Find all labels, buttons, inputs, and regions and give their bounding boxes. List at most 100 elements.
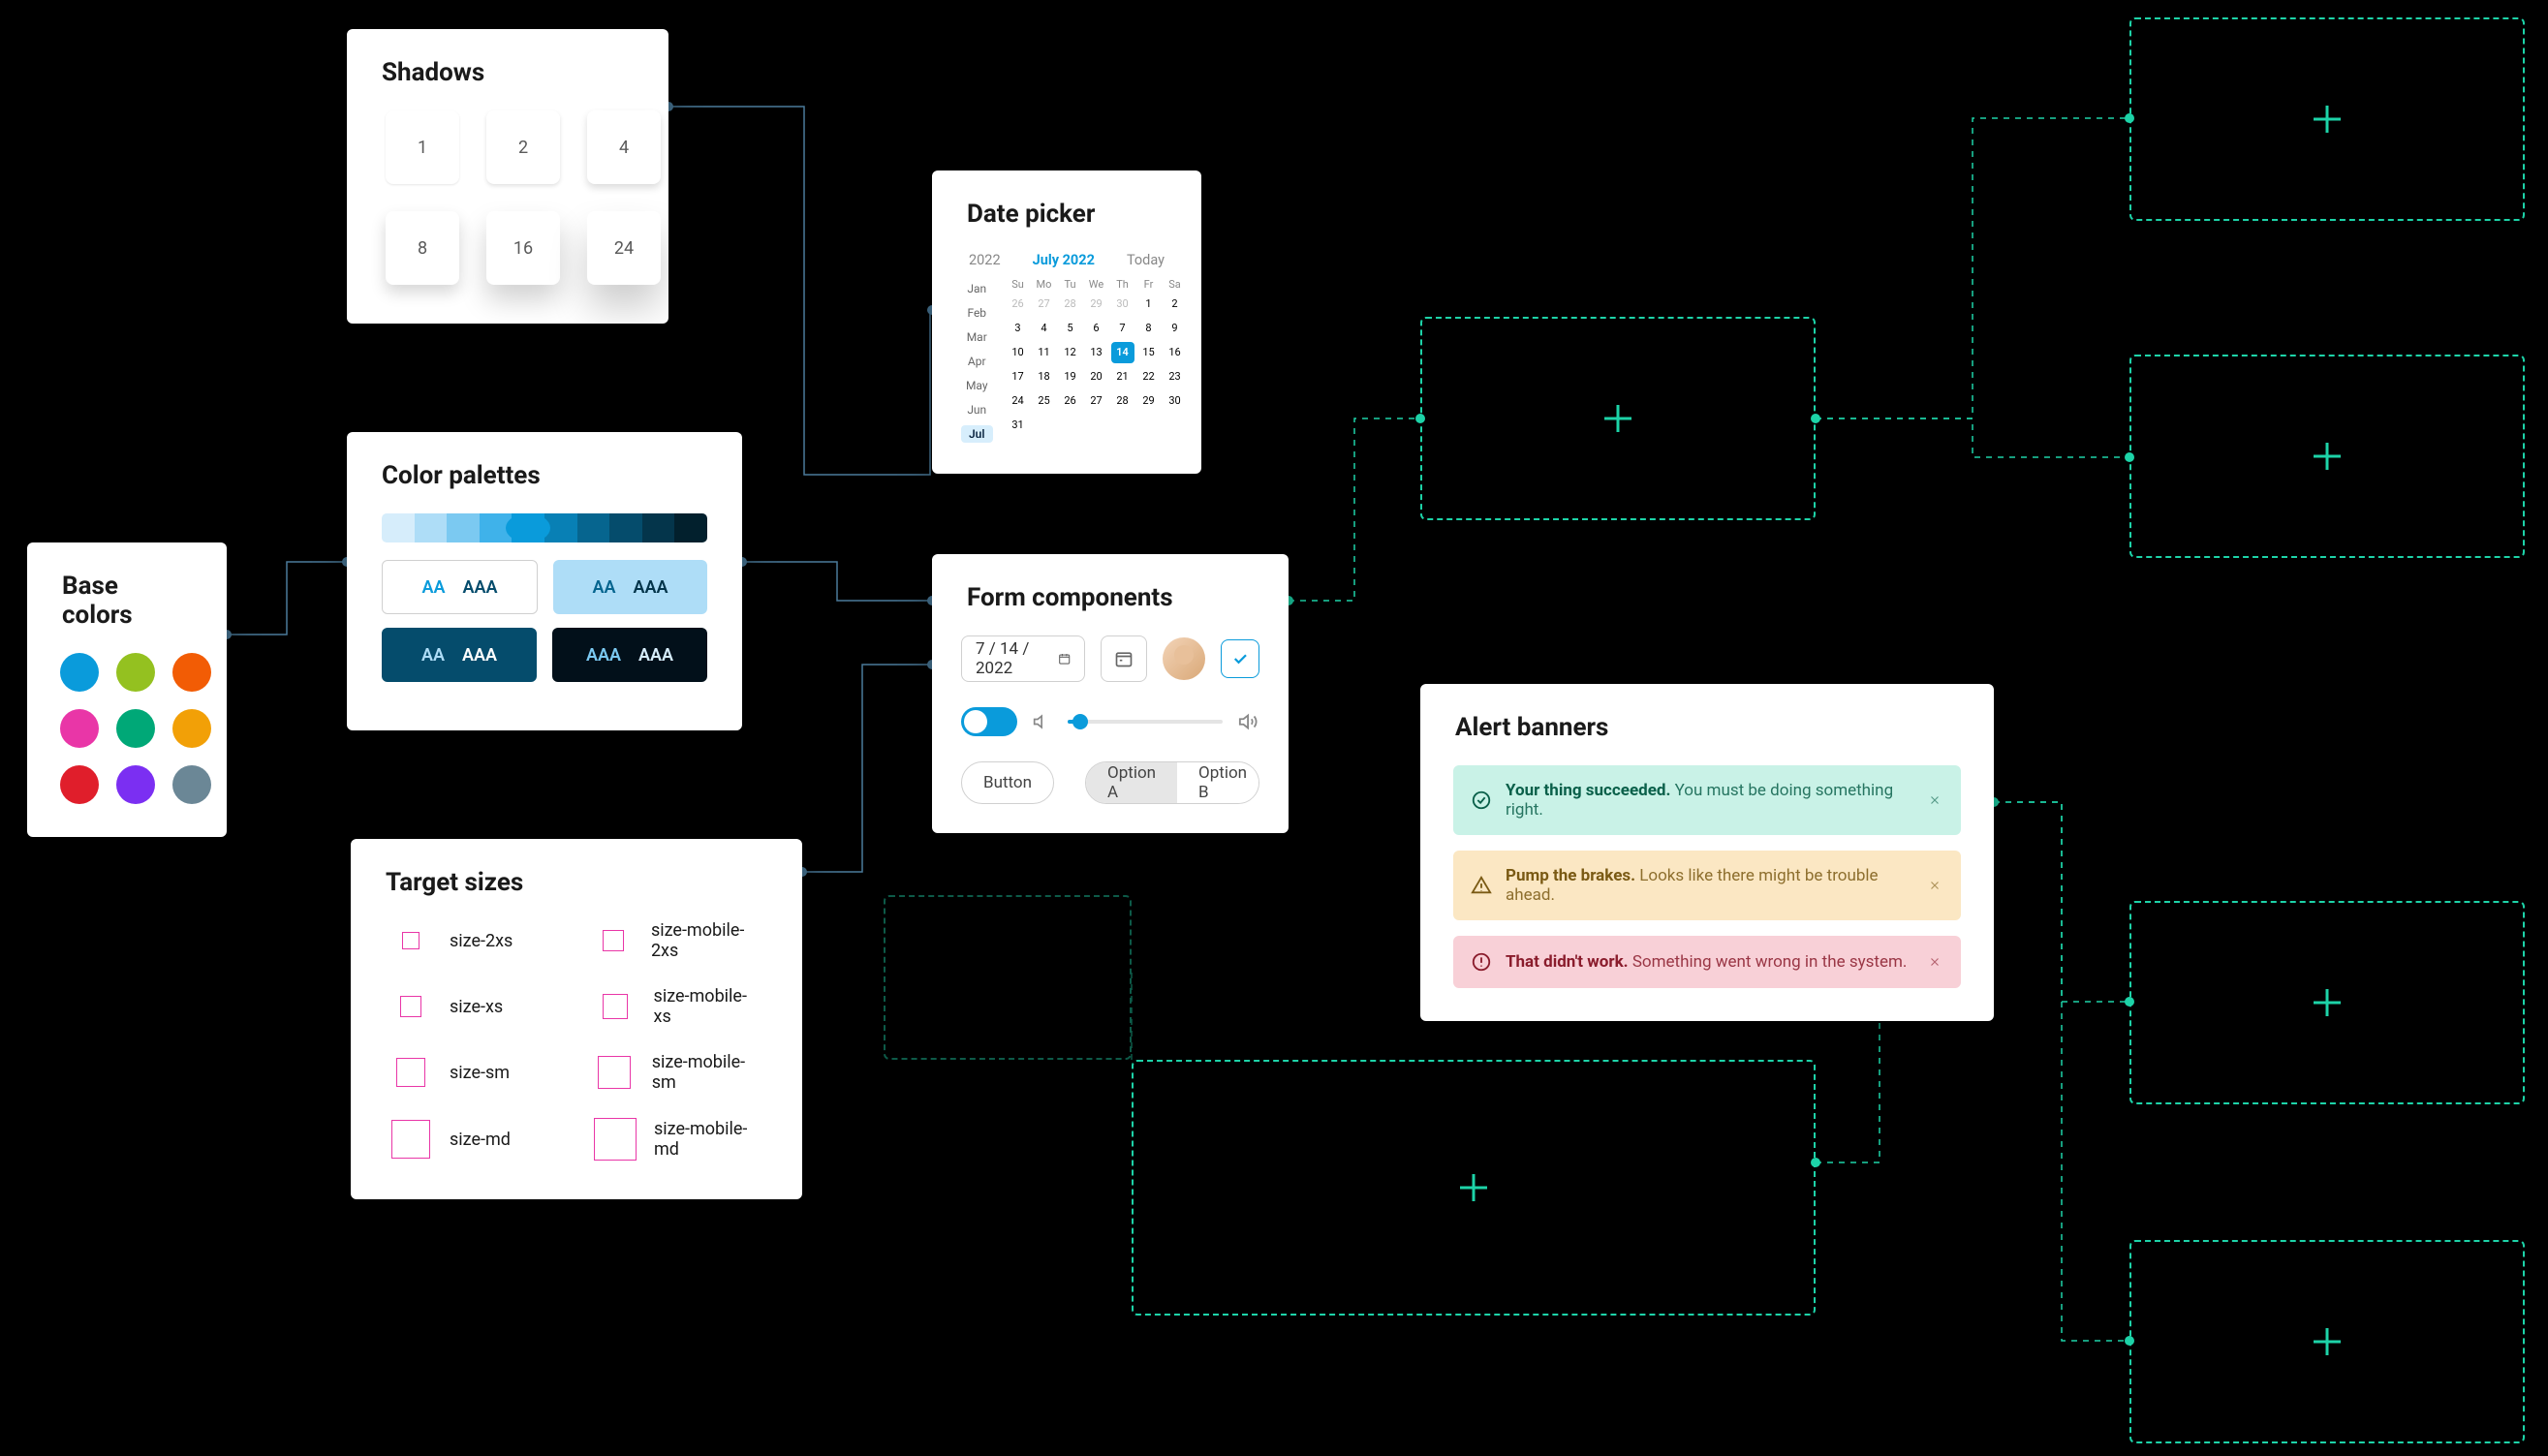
base-color-swatch[interactable] bbox=[116, 709, 155, 748]
contrast-pill: AAAAA bbox=[382, 560, 538, 614]
target-sizes-title: Target sizes bbox=[351, 839, 802, 920]
dp-day-cell[interactable]: 31 bbox=[1007, 415, 1030, 436]
base-color-swatch[interactable] bbox=[172, 765, 211, 804]
date-input[interactable]: 7 / 14 / 2022 bbox=[961, 635, 1085, 682]
dp-day-cell[interactable]: 30 bbox=[1111, 294, 1134, 315]
checkbox-checked[interactable] bbox=[1221, 639, 1259, 678]
base-color-swatch[interactable] bbox=[60, 653, 99, 692]
dp-day-cell[interactable]: 3 bbox=[1007, 318, 1030, 339]
fc-row-3: Button Option A Option B bbox=[961, 761, 1259, 804]
alert-close-button[interactable] bbox=[1926, 791, 1943, 809]
dp-side-month[interactable]: Apr bbox=[961, 355, 993, 368]
check-circle-icon bbox=[1471, 790, 1492, 811]
dp-day-cell[interactable]: 12 bbox=[1059, 342, 1082, 363]
dp-dow-cell: Th bbox=[1111, 278, 1134, 291]
shadows-card: Shadows 12481624 bbox=[347, 29, 668, 324]
dp-day-cell[interactable]: 26 bbox=[1059, 390, 1082, 412]
close-icon bbox=[1928, 793, 1942, 807]
toggle-switch[interactable] bbox=[961, 707, 1017, 736]
dp-day-cell[interactable]: 27 bbox=[1085, 390, 1108, 412]
volume-slider[interactable] bbox=[1068, 720, 1223, 724]
dp-day-cell[interactable]: 9 bbox=[1164, 318, 1187, 339]
dp-day-cell[interactable]: 25 bbox=[1033, 390, 1056, 412]
dp-day-cell[interactable]: 23 bbox=[1164, 366, 1187, 387]
dp-day-cell[interactable]: 24 bbox=[1007, 390, 1030, 412]
dp-day-cell[interactable]: 27 bbox=[1033, 294, 1056, 315]
ramp-step bbox=[447, 513, 480, 542]
segment-option-b[interactable]: Option B bbox=[1177, 762, 1259, 803]
dp-side-month[interactable]: Jan bbox=[961, 282, 993, 295]
dp-day-cell[interactable]: 28 bbox=[1059, 294, 1082, 315]
date-range-button[interactable] bbox=[1101, 635, 1147, 682]
base-color-swatch[interactable] bbox=[60, 709, 99, 748]
dp-side-month[interactable]: Jul bbox=[961, 425, 993, 443]
base-color-swatch[interactable] bbox=[116, 653, 155, 692]
dp-day-cell[interactable]: 29 bbox=[1085, 294, 1108, 315]
base-color-swatch[interactable] bbox=[172, 653, 211, 692]
avatar[interactable] bbox=[1163, 637, 1205, 680]
dp-day-cell[interactable]: 17 bbox=[1007, 366, 1030, 387]
alert-message: That didn't work. Something went wrong i… bbox=[1506, 952, 1912, 972]
base-colors-title: Base colors bbox=[27, 542, 227, 653]
dp-day-cell[interactable]: 10 bbox=[1007, 342, 1030, 363]
dp-year[interactable]: 2022 bbox=[969, 252, 1001, 268]
dp-day-cell[interactable]: 2 bbox=[1164, 294, 1187, 315]
volume-mute-icon bbox=[1033, 712, 1052, 731]
dp-day-cell[interactable]: 18 bbox=[1033, 366, 1056, 387]
size-label: size-mobile-xs bbox=[654, 986, 763, 1027]
dp-day-cell[interactable]: 13 bbox=[1085, 342, 1108, 363]
dp-day-cell[interactable]: 19 bbox=[1059, 366, 1082, 387]
plus-icon bbox=[2314, 989, 2341, 1016]
placeholder-box[interactable] bbox=[1420, 317, 1816, 520]
dp-day-cell[interactable]: 8 bbox=[1137, 318, 1161, 339]
dp-day-cell[interactable]: 16 bbox=[1164, 342, 1187, 363]
contrast-text-aa: AA bbox=[421, 645, 445, 666]
button-default[interactable]: Button bbox=[961, 761, 1054, 804]
dp-day-cell[interactable]: 14 bbox=[1111, 342, 1134, 363]
placeholder-box[interactable] bbox=[2129, 355, 2525, 558]
placeholder-box[interactable] bbox=[2129, 17, 2525, 221]
color-palettes-title: Color palettes bbox=[347, 432, 742, 513]
alert-body: Something went wrong in the system. bbox=[1632, 952, 1908, 972]
dp-day-cell[interactable]: 1 bbox=[1137, 294, 1161, 315]
base-colors-card: Base colors bbox=[27, 542, 227, 837]
dp-today-link[interactable]: Today bbox=[1127, 252, 1165, 268]
dp-dow-cell: We bbox=[1085, 278, 1108, 291]
dp-day-cell[interactable]: 28 bbox=[1111, 390, 1134, 412]
alert-banners-title: Alert banners bbox=[1420, 684, 1994, 765]
dp-day-cell[interactable]: 26 bbox=[1007, 294, 1030, 315]
base-color-swatch[interactable] bbox=[116, 765, 155, 804]
base-color-swatch[interactable] bbox=[172, 709, 211, 748]
size-row: size-sm bbox=[389, 1052, 559, 1093]
dp-day-cell[interactable]: 30 bbox=[1164, 390, 1187, 412]
dp-day-cell[interactable]: 22 bbox=[1137, 366, 1161, 387]
size-row: size-mobile-sm bbox=[594, 1052, 763, 1093]
dp-grid-wrap: JanFebMarAprMayJunJul SuMoTuWeThFrSa 262… bbox=[961, 278, 1172, 445]
base-color-swatch[interactable] bbox=[60, 765, 99, 804]
dp-side-month[interactable]: Jun bbox=[961, 403, 993, 417]
base-colors-grid bbox=[27, 653, 227, 837]
dp-side-month[interactable]: Feb bbox=[961, 306, 993, 320]
dp-day-cell[interactable]: 5 bbox=[1059, 318, 1082, 339]
placeholder-box[interactable] bbox=[884, 895, 1132, 1060]
dp-side-month[interactable]: May bbox=[961, 379, 993, 392]
dp-day-cell[interactable]: 21 bbox=[1111, 366, 1134, 387]
dp-month-title: July 2022 bbox=[1033, 252, 1095, 268]
placeholder-box[interactable] bbox=[2129, 1240, 2525, 1443]
dp-day-cell[interactable]: 4 bbox=[1033, 318, 1056, 339]
placeholder-box[interactable] bbox=[1132, 1060, 1816, 1316]
alert-close-button[interactable] bbox=[1926, 877, 1943, 894]
dp-day-cell[interactable]: 29 bbox=[1137, 390, 1161, 412]
dp-day-cell[interactable]: 7 bbox=[1111, 318, 1134, 339]
contrast-text-aaa: AAA bbox=[462, 645, 497, 666]
size-box bbox=[598, 1056, 631, 1089]
size-label: size-mobile-md bbox=[654, 1119, 763, 1160]
segment-option-a[interactable]: Option A bbox=[1086, 762, 1177, 803]
dp-day-cell[interactable]: 20 bbox=[1085, 366, 1108, 387]
dp-day-cell[interactable]: 6 bbox=[1085, 318, 1108, 339]
alert-close-button[interactable] bbox=[1926, 953, 1943, 971]
dp-day-cell[interactable]: 15 bbox=[1137, 342, 1161, 363]
dp-day-cell[interactable]: 11 bbox=[1033, 342, 1056, 363]
placeholder-box[interactable] bbox=[2129, 901, 2525, 1104]
dp-side-month[interactable]: Mar bbox=[961, 330, 993, 344]
